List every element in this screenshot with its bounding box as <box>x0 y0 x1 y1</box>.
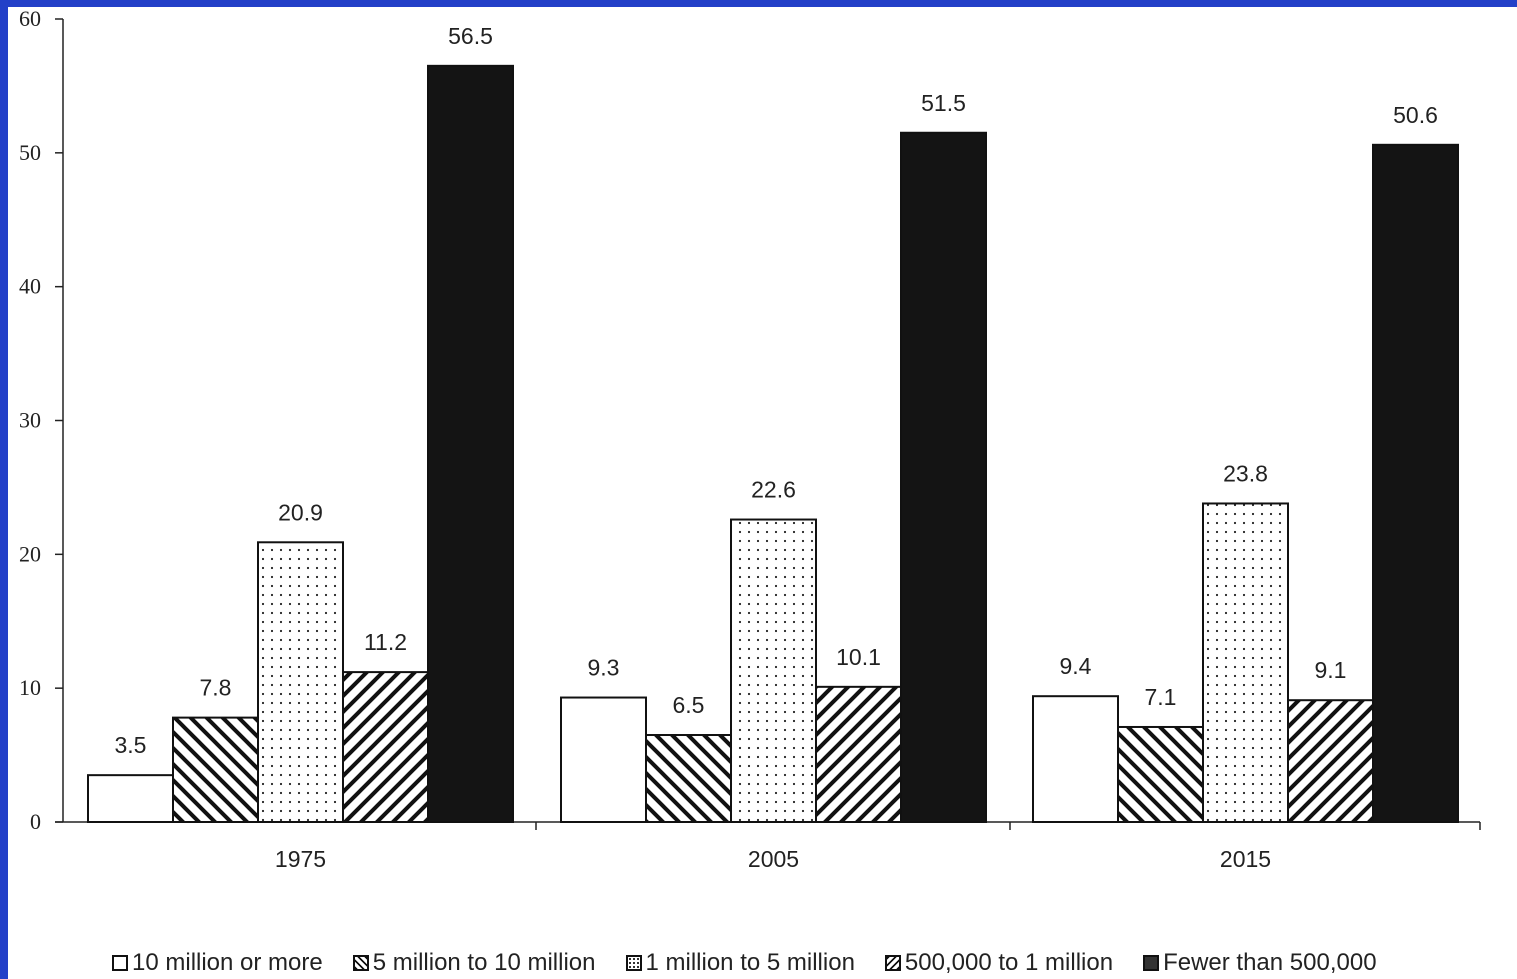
data-label: 7.8 <box>200 675 232 701</box>
bar-dotted-2005 <box>730 518 817 824</box>
bar-slash-hatch-1975 <box>342 671 429 824</box>
bar-black-2005 <box>900 131 987 823</box>
legend-item: 5 million to 10 million <box>352 949 596 977</box>
y-tick-label: 40 <box>19 274 41 299</box>
category-label: 2015 <box>1220 846 1271 872</box>
data-label: 9.3 <box>588 655 620 681</box>
y-tick-label: 20 <box>19 541 41 566</box>
bar-slash-hatch-2005 <box>815 685 902 823</box>
bar-dotted-2015 <box>1202 502 1289 823</box>
legend-swatch <box>625 955 642 971</box>
bar-dotted-1975 <box>257 541 344 823</box>
legend-label: 5 million to 10 million <box>372 949 596 976</box>
legend-label: 10 million or more <box>132 949 323 976</box>
legend-item: 1 million to 5 million <box>625 949 855 977</box>
legend-label: 1 million to 5 million <box>645 949 855 976</box>
data-label: 51.5 <box>921 90 966 116</box>
legend-swatch <box>884 955 901 971</box>
legend-swatch <box>1143 955 1160 971</box>
bar-backslash-hatch-2005 <box>645 734 732 824</box>
bar-white-2005 <box>560 696 647 823</box>
bar-chart: 0 10 20 30 40 50 60 3.5 7.8 20.9 11.2 56.5 1975 9.3 6… <box>19 7 1481 872</box>
bar-white-2015 <box>1032 695 1119 823</box>
bar-black-1975 <box>427 64 514 823</box>
legend-item: 10 million or more <box>112 949 323 977</box>
category-label: 1975 <box>275 846 326 872</box>
data-label: 11.2 <box>364 629 407 655</box>
data-label: 9.4 <box>1060 653 1092 679</box>
legend-swatch <box>112 955 128 971</box>
data-label: 50.6 <box>1393 102 1438 128</box>
bar-black-2015 <box>1372 143 1459 823</box>
y-tick-label: 60 <box>19 7 41 31</box>
data-label: 6.5 <box>673 692 705 718</box>
data-label: 23.8 <box>1223 460 1268 486</box>
data-label: 22.6 <box>751 477 796 503</box>
y-tick-label: 30 <box>19 408 41 433</box>
bar-slash-hatch-2015 <box>1287 699 1374 823</box>
legend-label: Fewer than 500,000 <box>1163 949 1377 976</box>
chart-frame: 0 10 20 30 40 50 60 3.5 7.8 20.9 11.2 56.5 1975 9.3 6… <box>8 7 1517 979</box>
legend-item: 500,000 to 1 million <box>884 949 1114 977</box>
y-tick-label: 10 <box>19 675 41 700</box>
data-label: 7.1 <box>1145 684 1177 710</box>
bar-backslash-hatch-1975 <box>172 716 259 823</box>
legend: 10 million or more 5 million to 10 millio… <box>112 949 1377 977</box>
data-label: 3.5 <box>115 732 147 758</box>
data-label: 20.9 <box>278 499 323 525</box>
bar-white-1975 <box>87 774 174 823</box>
data-label: 56.5 <box>448 23 493 49</box>
data-label: 10.1 <box>836 644 881 670</box>
bar-backslash-hatch-2015 <box>1117 725 1204 823</box>
legend-item: Fewer than 500,000 <box>1143 949 1377 977</box>
data-label: 9.1 <box>1315 657 1347 683</box>
category-label: 2005 <box>748 846 799 872</box>
y-tick-label: 0 <box>30 809 41 834</box>
y-tick-label: 50 <box>19 140 41 165</box>
legend-swatch <box>352 955 369 971</box>
legend-label: 500,000 to 1 million <box>904 949 1114 976</box>
